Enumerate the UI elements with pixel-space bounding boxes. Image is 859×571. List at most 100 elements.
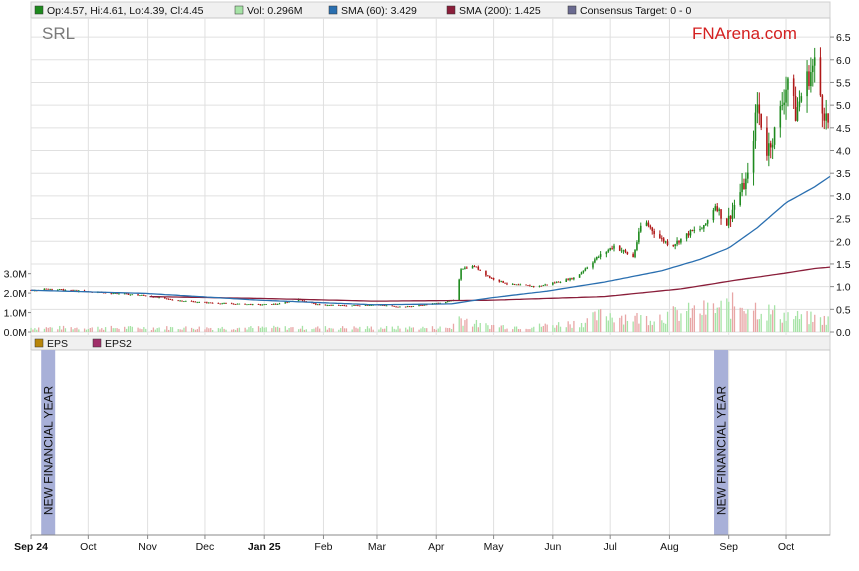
volume-bar bbox=[609, 313, 611, 332]
candle-body bbox=[385, 305, 388, 307]
volume-bar bbox=[137, 327, 139, 332]
volume-bar bbox=[259, 327, 262, 332]
volume-bar bbox=[129, 326, 132, 332]
candle-body bbox=[326, 305, 329, 307]
x-tick-label: Aug bbox=[660, 541, 679, 553]
candle-body bbox=[490, 277, 493, 279]
volume-bar bbox=[112, 328, 114, 332]
volume-bar bbox=[238, 327, 241, 332]
volume-bar bbox=[613, 322, 615, 332]
volume-bar bbox=[693, 305, 695, 332]
volume-bar bbox=[332, 328, 334, 332]
volume-bar bbox=[204, 329, 206, 332]
volume-bar bbox=[752, 310, 755, 332]
candle-body bbox=[177, 300, 179, 302]
x-tick-label: Apr bbox=[428, 541, 445, 553]
candle-body bbox=[51, 289, 53, 290]
candle-body bbox=[462, 268, 464, 270]
candle-body bbox=[422, 305, 424, 306]
candle-body bbox=[125, 293, 128, 295]
candle-body bbox=[649, 225, 652, 228]
volume-bar bbox=[30, 327, 32, 332]
candle-body bbox=[685, 233, 688, 239]
volume-bar bbox=[517, 329, 520, 332]
candle-body bbox=[660, 238, 663, 240]
candle-body bbox=[250, 304, 252, 306]
candle-body bbox=[271, 304, 273, 305]
volume-bar bbox=[538, 323, 541, 332]
candle-body bbox=[552, 282, 554, 285]
volume-bar bbox=[504, 329, 506, 332]
x-axis: Sep 24 Oct Nov Dec Jan 25 Feb Mar Apr May Jun Jul A… bbox=[14, 534, 830, 553]
candle-body bbox=[578, 274, 581, 278]
volume-bar bbox=[739, 307, 741, 332]
volume-bar bbox=[525, 328, 527, 332]
x-tick-label: May bbox=[484, 541, 505, 553]
volume-bar bbox=[168, 329, 170, 332]
volume-bar bbox=[104, 327, 107, 332]
volume-bar bbox=[745, 313, 747, 332]
volume-bar bbox=[143, 327, 145, 332]
volume-bar bbox=[665, 323, 667, 332]
candle-body bbox=[542, 285, 545, 287]
volume-bar bbox=[500, 325, 502, 332]
volume-tick-label: 3.0M bbox=[4, 269, 27, 281]
candle-body bbox=[225, 303, 227, 304]
candle-body bbox=[492, 278, 495, 280]
volume-bar bbox=[72, 329, 74, 332]
volume-bar bbox=[636, 312, 638, 332]
volume-bar bbox=[290, 327, 292, 332]
volume-bar bbox=[208, 328, 210, 332]
volume-bar bbox=[422, 326, 424, 332]
sma60-swatch bbox=[328, 5, 338, 15]
volume-bar bbox=[357, 328, 359, 332]
candle-body bbox=[769, 143, 772, 148]
volume-bar bbox=[34, 328, 36, 332]
volume-bar bbox=[450, 328, 453, 332]
volume-bar bbox=[431, 326, 434, 332]
candle-body bbox=[209, 302, 212, 304]
volume-bar bbox=[645, 316, 648, 332]
candle-body bbox=[808, 71, 810, 87]
volume-bar bbox=[598, 309, 600, 332]
volume-bar bbox=[418, 329, 420, 332]
volume-bar bbox=[716, 307, 718, 332]
volume-bar bbox=[731, 292, 734, 332]
candle-body bbox=[364, 305, 367, 306]
candle-body bbox=[45, 288, 48, 290]
volume-bar bbox=[435, 329, 437, 332]
volume-bar bbox=[512, 329, 514, 332]
candle-body bbox=[190, 301, 193, 302]
volume-bar bbox=[707, 302, 709, 332]
volume-bar bbox=[649, 320, 652, 332]
candle-body bbox=[511, 283, 514, 285]
candle-body bbox=[448, 300, 451, 302]
volume-bar bbox=[622, 324, 625, 332]
volume-bar bbox=[190, 327, 193, 332]
volume-bar bbox=[286, 329, 288, 332]
candle-body bbox=[502, 280, 504, 283]
volume-bar bbox=[244, 327, 246, 332]
volume-bar bbox=[301, 325, 304, 332]
candle-body bbox=[634, 249, 636, 258]
volume-bar bbox=[464, 320, 466, 332]
volume-bar bbox=[405, 327, 407, 332]
candle-body bbox=[613, 245, 615, 249]
candle-body bbox=[704, 223, 707, 226]
volume-bar bbox=[565, 327, 567, 332]
candle-body bbox=[798, 101, 801, 108]
volume-bar bbox=[546, 324, 548, 332]
volume-bar bbox=[680, 313, 682, 332]
legend-ohlc: Op:4.57, Hi:4.61, Lo:4.39, Cl:4.45 bbox=[47, 5, 204, 17]
volume-bar bbox=[420, 328, 422, 332]
candle-body bbox=[553, 282, 556, 284]
candle-body bbox=[198, 301, 201, 303]
volume-bar bbox=[192, 328, 195, 332]
candle-body bbox=[605, 251, 608, 255]
volume-bar bbox=[89, 327, 91, 332]
volume-bar bbox=[315, 327, 317, 332]
candle-body bbox=[825, 113, 827, 121]
volume-bar bbox=[366, 326, 369, 332]
volume-bar bbox=[619, 317, 621, 332]
candle-body bbox=[274, 303, 277, 305]
